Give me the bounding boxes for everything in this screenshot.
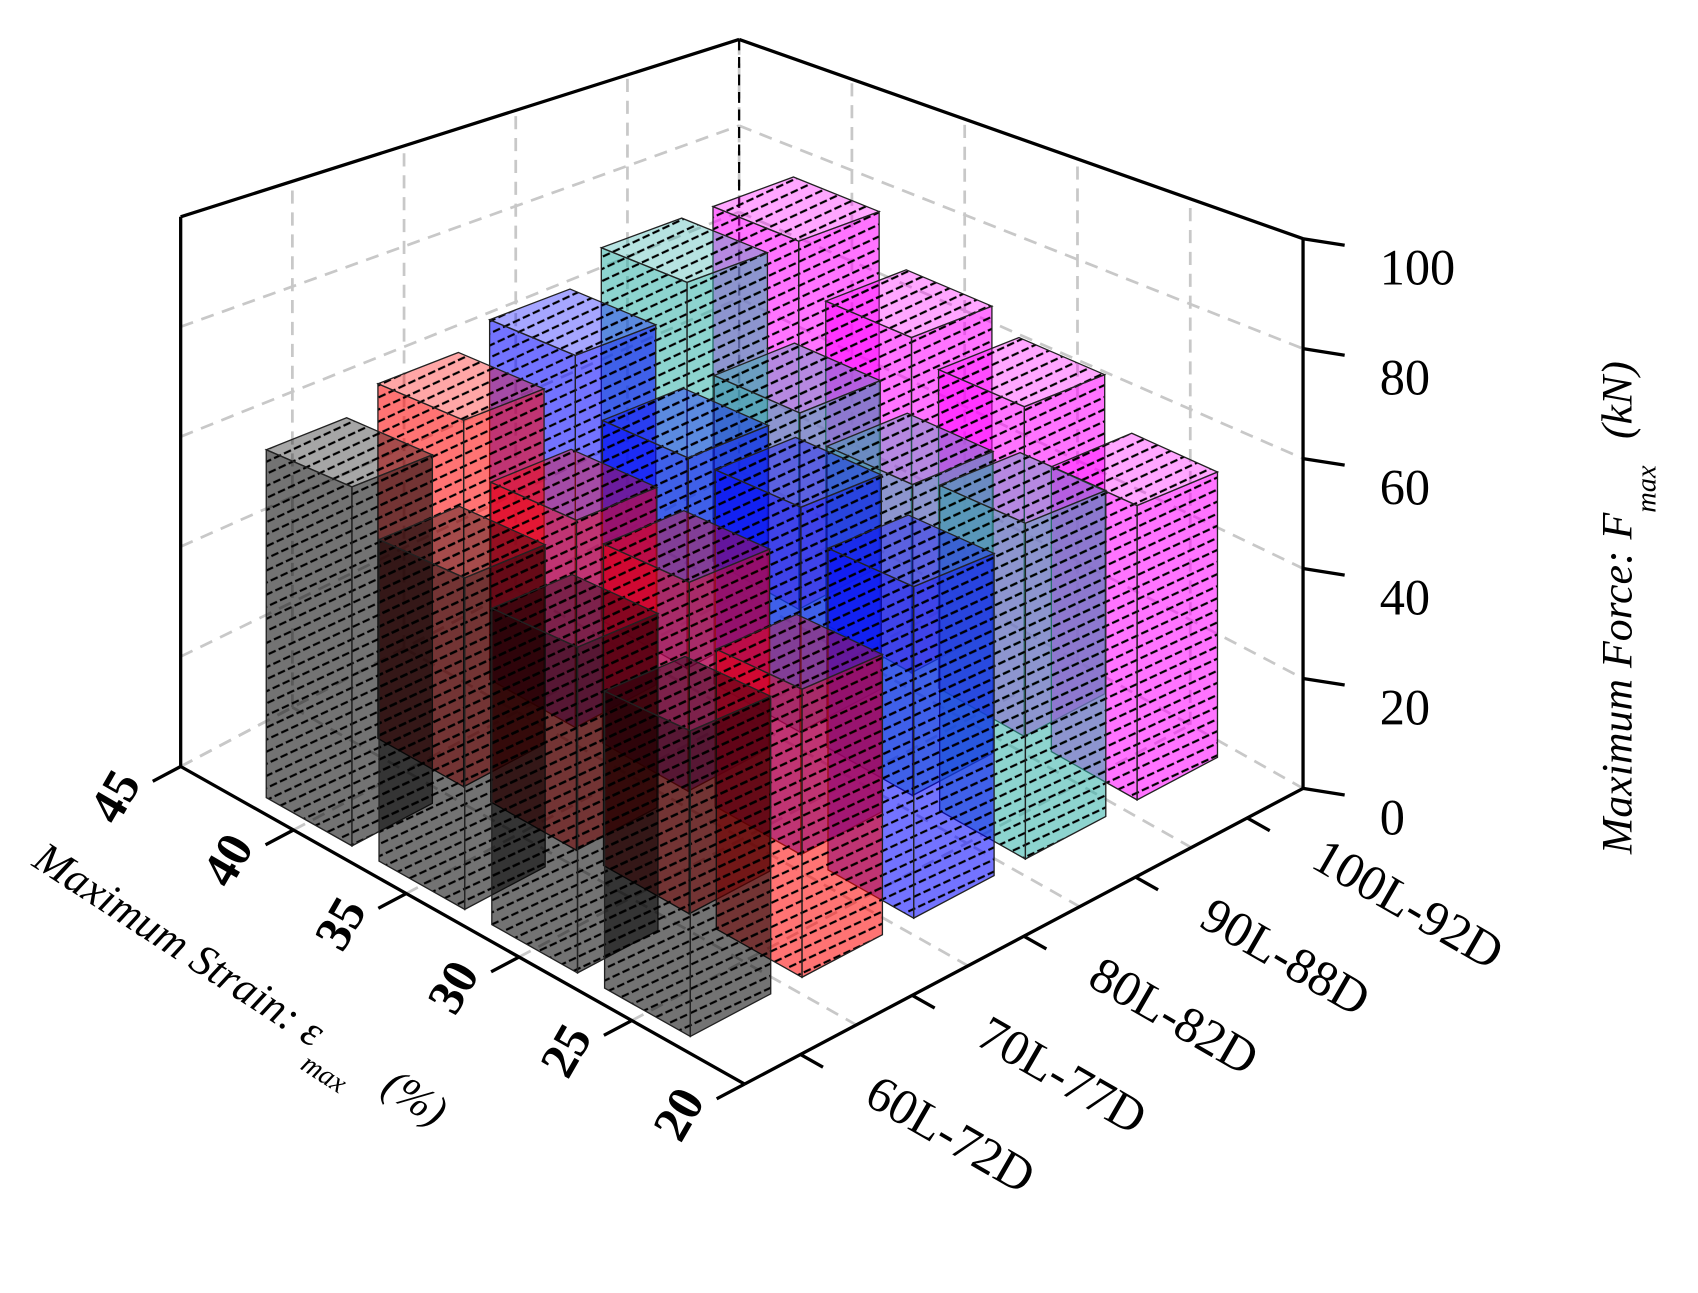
x-axis [179, 765, 746, 1086]
bar-hatch [602, 655, 773, 732]
bar-hatch [601, 509, 772, 584]
bar-hatch [377, 505, 547, 579]
y-tick-label: 60 [1380, 460, 1430, 516]
plot: 0 20 40 60 80 100 20 25 30 35 40 45 60L-72D70L-77D80… [24, 37, 1663, 1205]
bar-hatch [264, 417, 435, 488]
y-tick [1302, 676, 1345, 687]
category-tick [1246, 816, 1271, 833]
y-axis-title-unit: (kN) [1594, 361, 1642, 439]
category-tick [1134, 875, 1159, 892]
bar-hatch [913, 552, 995, 920]
grid-line [180, 210, 740, 438]
category-label: 60L-72D [857, 1064, 1045, 1205]
bar-hatch [1136, 470, 1219, 801]
y-tick [1302, 786, 1345, 797]
x-axis-title-main: Maximum Strain: ε [24, 833, 333, 1057]
x-tick-label: 35 [303, 888, 377, 960]
bar-hatch [826, 514, 996, 588]
bar-hatch [603, 690, 691, 1038]
bar-hatch [491, 607, 579, 975]
y-axis-title-sub: max [1632, 465, 1663, 513]
x-tick-label: 40 [190, 824, 264, 896]
frame [738, 37, 1304, 241]
y-tick-label: 100 [1380, 240, 1456, 296]
y-tick-label: 0 [1380, 789, 1405, 845]
category-tick [799, 1053, 824, 1069]
bar-hatch [714, 613, 885, 690]
y-tick [1302, 456, 1345, 467]
y-tick [1302, 566, 1345, 577]
grid-line [738, 210, 1304, 460]
x-tick-label: 25 [529, 1015, 603, 1087]
category-label: 90L-88D [1192, 886, 1380, 1027]
bar-hatch [600, 387, 771, 459]
y-axis-title-main: Maximum Force: F [1594, 512, 1642, 856]
frame [180, 37, 740, 219]
bar-hatch [712, 342, 882, 414]
bar-hatch [490, 573, 660, 648]
y-axis-title: Maximum Force: Fmax (kN) [1594, 361, 1663, 855]
bar-hatch [711, 176, 881, 242]
x-tick-label: 45 [78, 760, 152, 832]
bar-hatch [689, 695, 772, 1038]
bar-hatch [599, 217, 770, 284]
x-tick [603, 1019, 633, 1037]
bar-hatch [937, 451, 1108, 524]
category-label: 80L-82D [1080, 945, 1268, 1086]
bar-hatch [489, 448, 659, 521]
category-tick [1023, 934, 1048, 951]
x-tick [264, 828, 295, 847]
bar-hatch [825, 412, 995, 486]
grid-line [180, 124, 740, 329]
bar-hatch [378, 538, 466, 911]
x-axis-title-sub: max [295, 1048, 352, 1100]
x-tick-label: 20 [642, 1078, 716, 1150]
bar-hatch [801, 653, 884, 979]
x-tick [490, 955, 520, 974]
y-tick-label: 40 [1380, 570, 1430, 626]
bar-hatch [1024, 489, 1107, 861]
bar-hatch [487, 288, 658, 357]
x-axis-title-unit: (%) [374, 1060, 455, 1136]
y-tick-label: 80 [1380, 350, 1430, 406]
bar-hatch [713, 436, 884, 508]
y-tick [1302, 347, 1345, 357]
y-tick-label: 20 [1380, 679, 1430, 735]
grid-line [738, 124, 1304, 350]
bar-hatch [265, 448, 353, 847]
bar [602, 655, 773, 1038]
bar-hatch [936, 336, 1107, 408]
x-tick [377, 892, 408, 910]
y-tick [1302, 237, 1345, 247]
category-label: 70L-77D [969, 1005, 1157, 1146]
bar-hatch [376, 351, 546, 421]
x-tick [151, 765, 182, 783]
x-tick [715, 1082, 746, 1101]
bar-hatch [824, 269, 994, 339]
x-tick-label: 30 [416, 951, 490, 1023]
category-tick [911, 993, 936, 1010]
